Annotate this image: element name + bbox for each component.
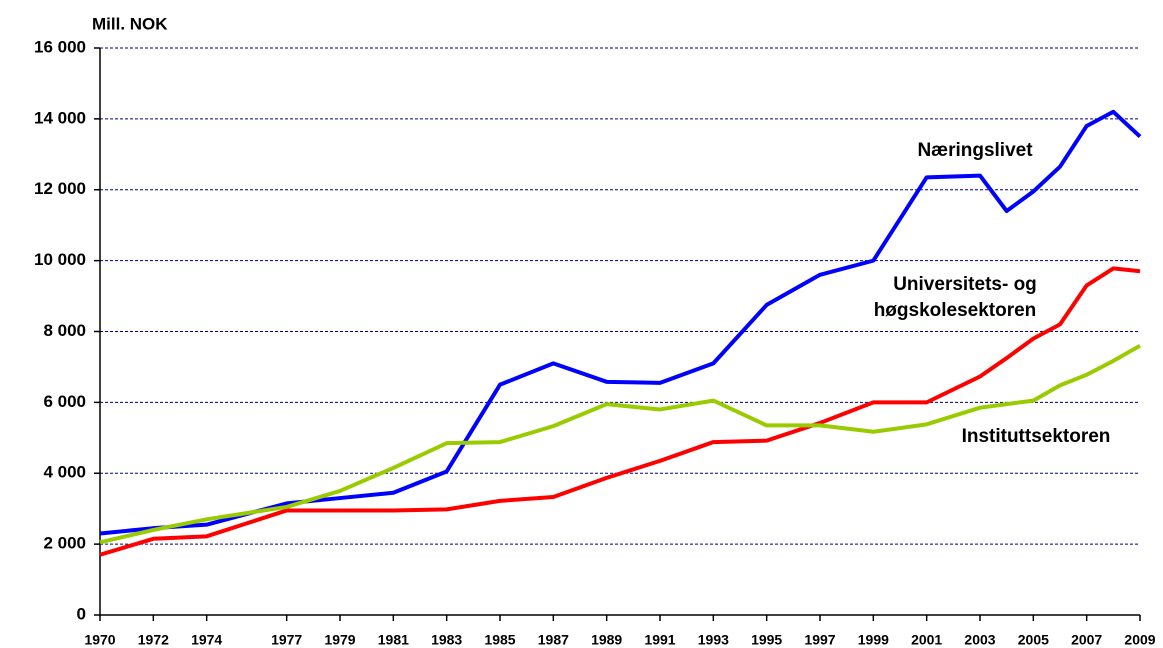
y-tick-label: 6 000 bbox=[43, 392, 86, 411]
x-tick-label: 1997 bbox=[804, 632, 835, 648]
y-tick-label: 8 000 bbox=[43, 321, 86, 340]
x-tick-label: 1995 bbox=[751, 632, 782, 648]
x-tick-label: 1974 bbox=[191, 632, 222, 648]
x-tick-label: 1989 bbox=[591, 632, 622, 648]
y-tick-label: 10 000 bbox=[34, 250, 86, 269]
line-series bbox=[99, 266, 1141, 557]
x-tick-label: 1972 bbox=[138, 632, 169, 648]
annotation: Universitets- og bbox=[893, 274, 1037, 295]
annotation: Næringslivet bbox=[917, 140, 1033, 161]
x-tick-label: 1991 bbox=[644, 632, 675, 648]
x-tick-label: 1970 bbox=[84, 632, 115, 648]
annotation: Instituttsektoren bbox=[962, 426, 1111, 447]
x-tick-label: 1983 bbox=[431, 632, 462, 648]
line-series bbox=[99, 109, 1142, 536]
x-tick-label: 1987 bbox=[538, 632, 569, 648]
y-tick-label: 14 000 bbox=[34, 108, 86, 127]
x-tick-label: 2003 bbox=[964, 632, 995, 648]
x-tick-label: 1993 bbox=[698, 632, 729, 648]
y-tick-label: 0 bbox=[77, 604, 86, 623]
y-tick-label: 2 000 bbox=[43, 534, 86, 553]
x-tick-label: 2009 bbox=[1124, 632, 1155, 648]
x-tick-label: 1979 bbox=[324, 632, 355, 648]
x-tick-label: 2001 bbox=[911, 632, 942, 648]
y-axis-label: Mill. NOK bbox=[92, 14, 168, 33]
y-tick-label: 12 000 bbox=[34, 179, 86, 198]
x-tick-label: 1977 bbox=[271, 632, 302, 648]
y-tick-label: 16 000 bbox=[34, 37, 86, 56]
x-tick-label: 1981 bbox=[378, 632, 409, 648]
x-tick-label: 1999 bbox=[858, 632, 889, 648]
x-tick-label: 1985 bbox=[484, 632, 515, 648]
annotation: høgskolesektoren bbox=[874, 300, 1037, 321]
x-tick-label: 2005 bbox=[1018, 632, 1049, 648]
x-tick-label: 2007 bbox=[1071, 632, 1102, 648]
y-tick-label: 4 000 bbox=[43, 463, 86, 482]
line-series bbox=[99, 343, 1141, 545]
